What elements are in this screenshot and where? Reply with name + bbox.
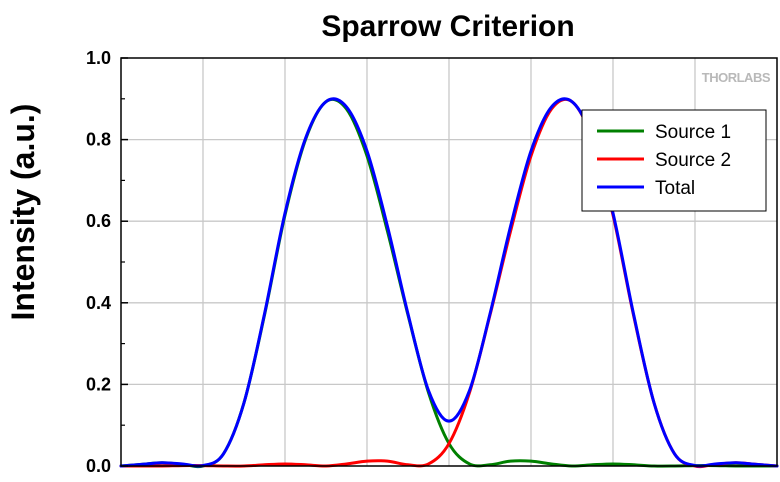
y-tick-label: 1.0 xyxy=(86,48,111,68)
thorlabs-watermark: THORLABS xyxy=(702,70,771,85)
legend-label: Source 2 xyxy=(655,150,731,171)
chart-title: Sparrow Criterion xyxy=(321,10,574,43)
legend-label: Source 1 xyxy=(655,122,731,143)
series-line-total xyxy=(119,97,779,468)
y-axis-label: Intensity (a.u.) xyxy=(5,104,41,321)
y-tick-label: 0.0 xyxy=(86,456,111,476)
y-tick-label: 0.2 xyxy=(86,374,111,394)
y-tick-label: 0.6 xyxy=(86,211,111,231)
legend-label: Total xyxy=(655,178,695,199)
legend: Source 1 Source 2 Total xyxy=(581,109,767,212)
y-tick-label: 0.8 xyxy=(86,130,111,150)
y-axis-ticks: 0.0 0.2 0.4 0.6 0.8 1.0 xyxy=(86,48,128,476)
y-tick-label: 0.4 xyxy=(86,293,111,313)
